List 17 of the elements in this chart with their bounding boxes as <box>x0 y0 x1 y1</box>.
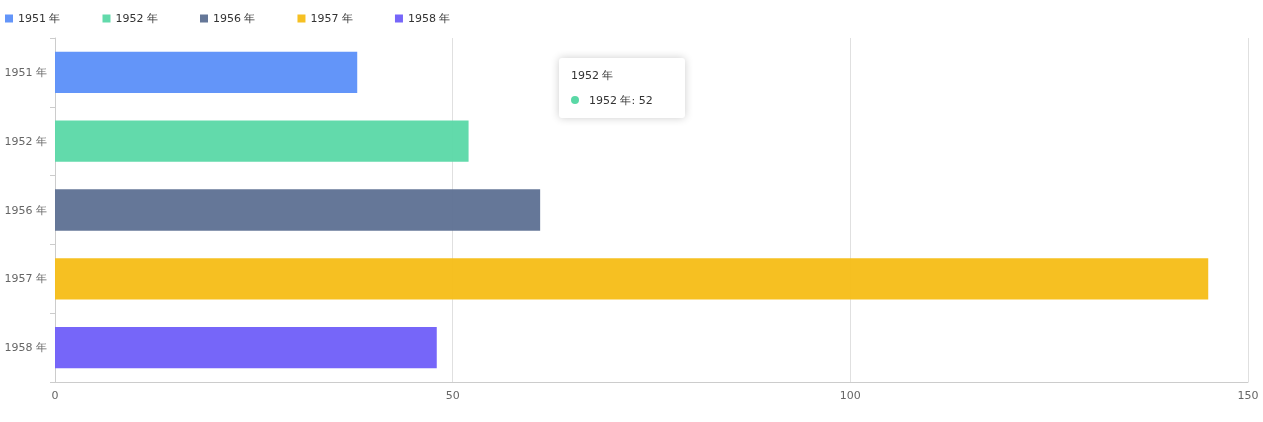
x-tick-label: 150 <box>1237 389 1259 402</box>
x-tick-label: 50 <box>445 389 460 402</box>
legend-label: 1957 年 <box>310 12 353 25</box>
legend-label: 1958 年 <box>407 12 451 25</box>
y-tick-label: 1956 年 <box>4 203 47 217</box>
y-tick-label: 1951 年 <box>4 65 47 79</box>
legend-label: 1952 年 <box>115 12 158 25</box>
annotation: 1952 年: 52 <box>589 94 653 107</box>
annotation: 1952 年 <box>571 68 615 83</box>
y-tick-label: 1958 年 <box>4 341 47 355</box>
y-tick-label: 1957 年 <box>4 272 47 286</box>
tooltip-box: 1952 年 1952 年: 52 <box>559 58 685 118</box>
legend-label: 1956 年 <box>212 12 256 25</box>
x-tick-label: 0 <box>51 389 59 402</box>
y-tick-label: 1952 年 <box>4 134 47 148</box>
legend-label: 1951 年 <box>18 12 61 25</box>
x-tick-label: 100 <box>839 389 861 402</box>
